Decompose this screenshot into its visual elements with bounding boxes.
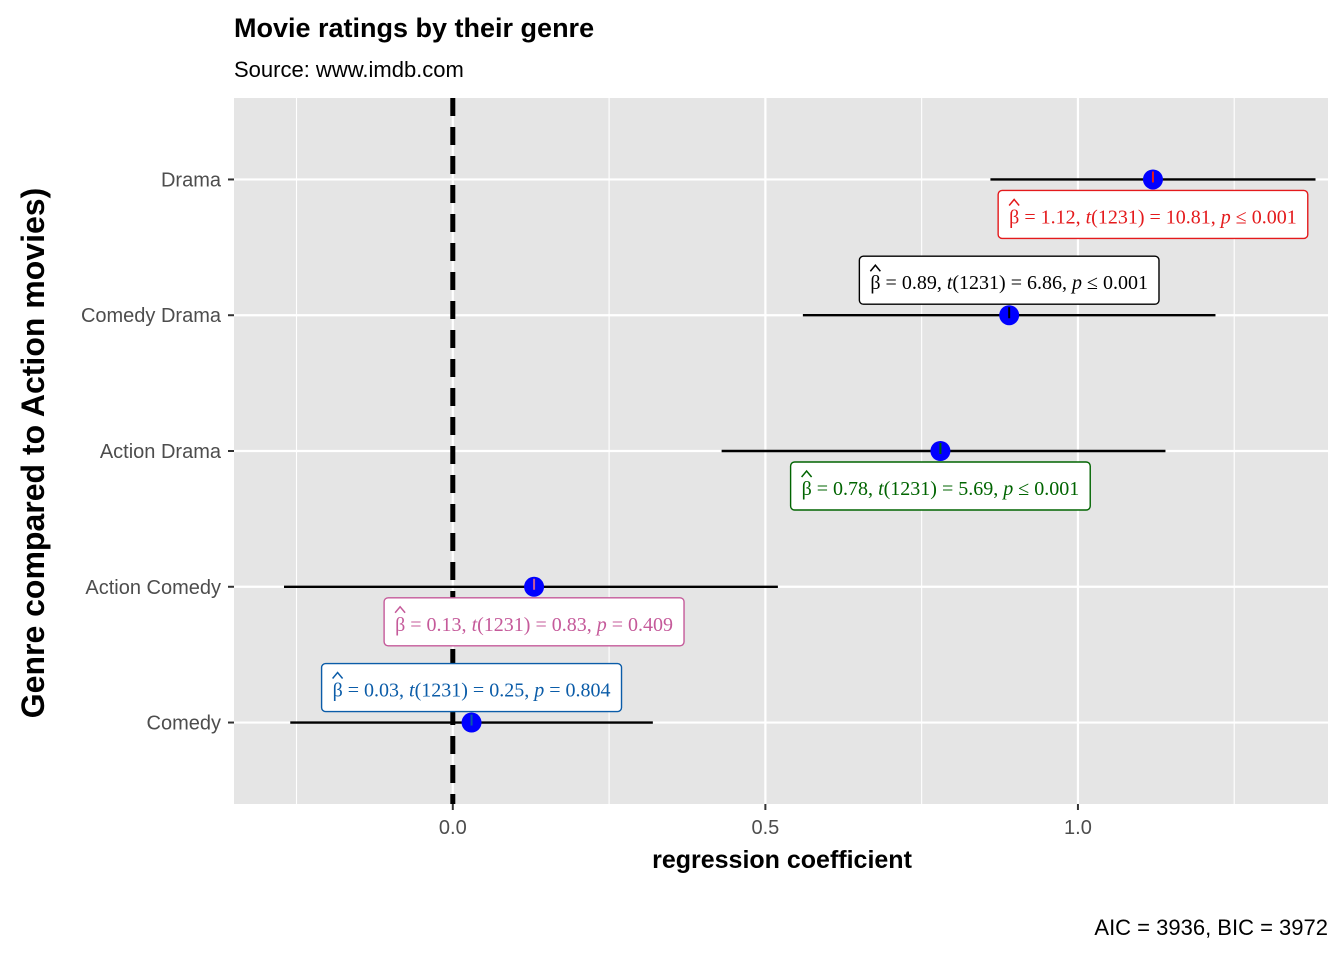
y-tick-label: Drama xyxy=(161,169,222,191)
label-box xyxy=(383,597,685,647)
label-text: β = 0.03, t(1231) = 0.25, p = 0.804 xyxy=(333,680,611,702)
model-fit-caption: AIC = 3936, BIC = 3972 xyxy=(1094,915,1328,940)
y-tick-label: Action Comedy xyxy=(85,577,221,599)
axes: 0.0 0.5 1.0 Drama Comedy Drama Action Drama Ac… xyxy=(81,169,1092,839)
y-tick-label: Action Drama xyxy=(100,441,222,463)
x-axis-title: regression coefficient xyxy=(652,846,912,874)
coefficient-label: β = 0.78, t(1231) = 5.69, p ≤ 0.001 xyxy=(789,461,1091,511)
x-tick-label: 0.5 xyxy=(751,817,779,839)
hat-icon xyxy=(394,605,406,614)
label-box xyxy=(997,189,1309,240)
label-text: β = 0.89, t(1231) = 6.86, p ≤ 0.001 xyxy=(870,272,1148,294)
label-text: β = 1.12, t(1231) = 10.81, p ≤ 0.001 xyxy=(1009,206,1297,228)
label-box xyxy=(789,461,1091,511)
label-text: β = 0.13, t(1231) = 0.83, p = 0.409 xyxy=(395,614,673,636)
x-tick-label: 1.0 xyxy=(1064,817,1092,839)
hat-icon xyxy=(869,264,881,272)
coefficient-label: β = 1.12, t(1231) = 10.81, p ≤ 0.001 xyxy=(997,189,1309,240)
coefficient-label: β = 0.03, t(1231) = 0.25, p = 0.804 xyxy=(320,662,623,713)
hat-icon xyxy=(1008,198,1020,206)
hat-icon xyxy=(332,671,344,680)
label-text: β = 0.78, t(1231) = 5.69, p ≤ 0.001 xyxy=(802,478,1080,500)
x-tick-label: 0.0 xyxy=(439,817,467,839)
label-box xyxy=(320,662,623,713)
y-axis-title: Genre compared to Action movies) xyxy=(15,188,51,718)
coefficient-label: β = 0.89, t(1231) = 6.86, p ≤ 0.001 xyxy=(858,255,1160,305)
annotation-layer: β = 1.12, t(1231) = 10.81, p ≤ 0.001 β = … xyxy=(320,189,1309,713)
hat-icon xyxy=(801,469,813,478)
y-tick-label: Comedy Drama xyxy=(81,305,222,327)
y-tick-label: Comedy xyxy=(147,713,221,735)
label-box xyxy=(858,255,1160,305)
chart-subtitle: Source: www.imdb.com xyxy=(234,57,464,82)
chart-title: Movie ratings by their genre xyxy=(234,13,594,43)
coefficient-label: β = 0.13, t(1231) = 0.83, p = 0.409 xyxy=(383,597,685,647)
